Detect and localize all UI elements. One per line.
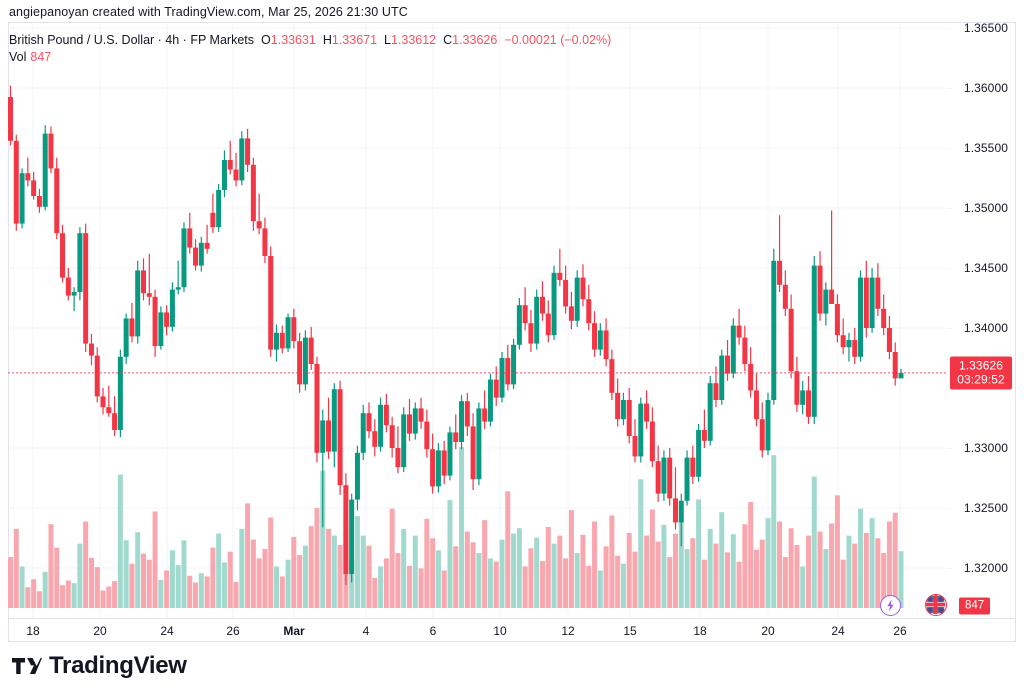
time-tick-label: 26 xyxy=(893,624,907,638)
price-tick-mark xyxy=(947,448,952,449)
time-tick-label: 4 xyxy=(362,624,370,638)
bar-countdown-label: 03:29:52 xyxy=(957,372,1005,387)
time-tick-label: 24 xyxy=(160,624,174,638)
time-tick-label: 6 xyxy=(429,624,437,638)
time-tick-label: 10 xyxy=(493,624,507,638)
price-tick-mark xyxy=(947,88,952,89)
chart-pane[interactable] xyxy=(8,22,946,618)
current-price-badge[interactable]: 1.33626 03:29:52 xyxy=(950,356,1012,390)
time-tick-label: 20 xyxy=(93,624,107,638)
attribution-text: angiepanoyan created with TradingView.co… xyxy=(9,5,408,19)
time-tick-label: 20 xyxy=(761,624,775,638)
price-tick-mark xyxy=(947,508,952,509)
current-price-value: 1.33626 xyxy=(958,358,1004,373)
time-tick-label: 12 xyxy=(561,624,575,638)
price-tick-label: 1.35500 xyxy=(963,141,1008,155)
price-tick-label: 1.35000 xyxy=(963,201,1008,215)
tradingview-logo-icon xyxy=(12,655,42,677)
price-tick-mark xyxy=(947,208,952,209)
price-tick-label: 1.36000 xyxy=(963,81,1008,95)
price-scale[interactable]: 1.36500 1.36000 1.35500 1.35000 1.34500 1.340… xyxy=(947,22,1016,618)
candlestick-svg xyxy=(8,22,946,618)
price-tick-label: 1.32500 xyxy=(963,501,1008,515)
time-scale[interactable]: 18 20 24 26 Mar 4 6 10 12 15 18 20 24 26 xyxy=(8,618,1016,642)
lightning-bolt-icon[interactable] xyxy=(880,595,901,616)
price-tick-mark xyxy=(947,28,952,29)
volume-value-badge[interactable]: 847 xyxy=(959,597,991,615)
tradingview-logo-text: TradingView xyxy=(49,652,187,679)
price-tick-label: 1.34000 xyxy=(963,321,1008,335)
tradingview-logo: TradingView xyxy=(12,652,187,680)
price-tick-label: 1.34500 xyxy=(963,261,1008,275)
chart-frame-border xyxy=(8,22,1016,642)
price-tick-label: 1.33000 xyxy=(963,441,1008,455)
price-tick-mark xyxy=(947,268,952,269)
price-tick-label: 1.36500 xyxy=(963,22,1008,35)
time-tick-label: Mar xyxy=(283,624,305,638)
time-tick-label: 24 xyxy=(831,624,845,638)
price-tick-mark xyxy=(947,568,952,569)
price-tick-mark xyxy=(947,328,952,329)
time-tick-label: 18 xyxy=(26,624,40,638)
price-tick-mark xyxy=(947,148,952,149)
time-tick-label: 18 xyxy=(693,624,707,638)
time-tick-label: 26 xyxy=(226,624,240,638)
time-tick-label: 15 xyxy=(623,624,637,638)
uk-flag-icon[interactable] xyxy=(925,594,947,616)
price-tick-label: 1.32000 xyxy=(963,561,1008,575)
